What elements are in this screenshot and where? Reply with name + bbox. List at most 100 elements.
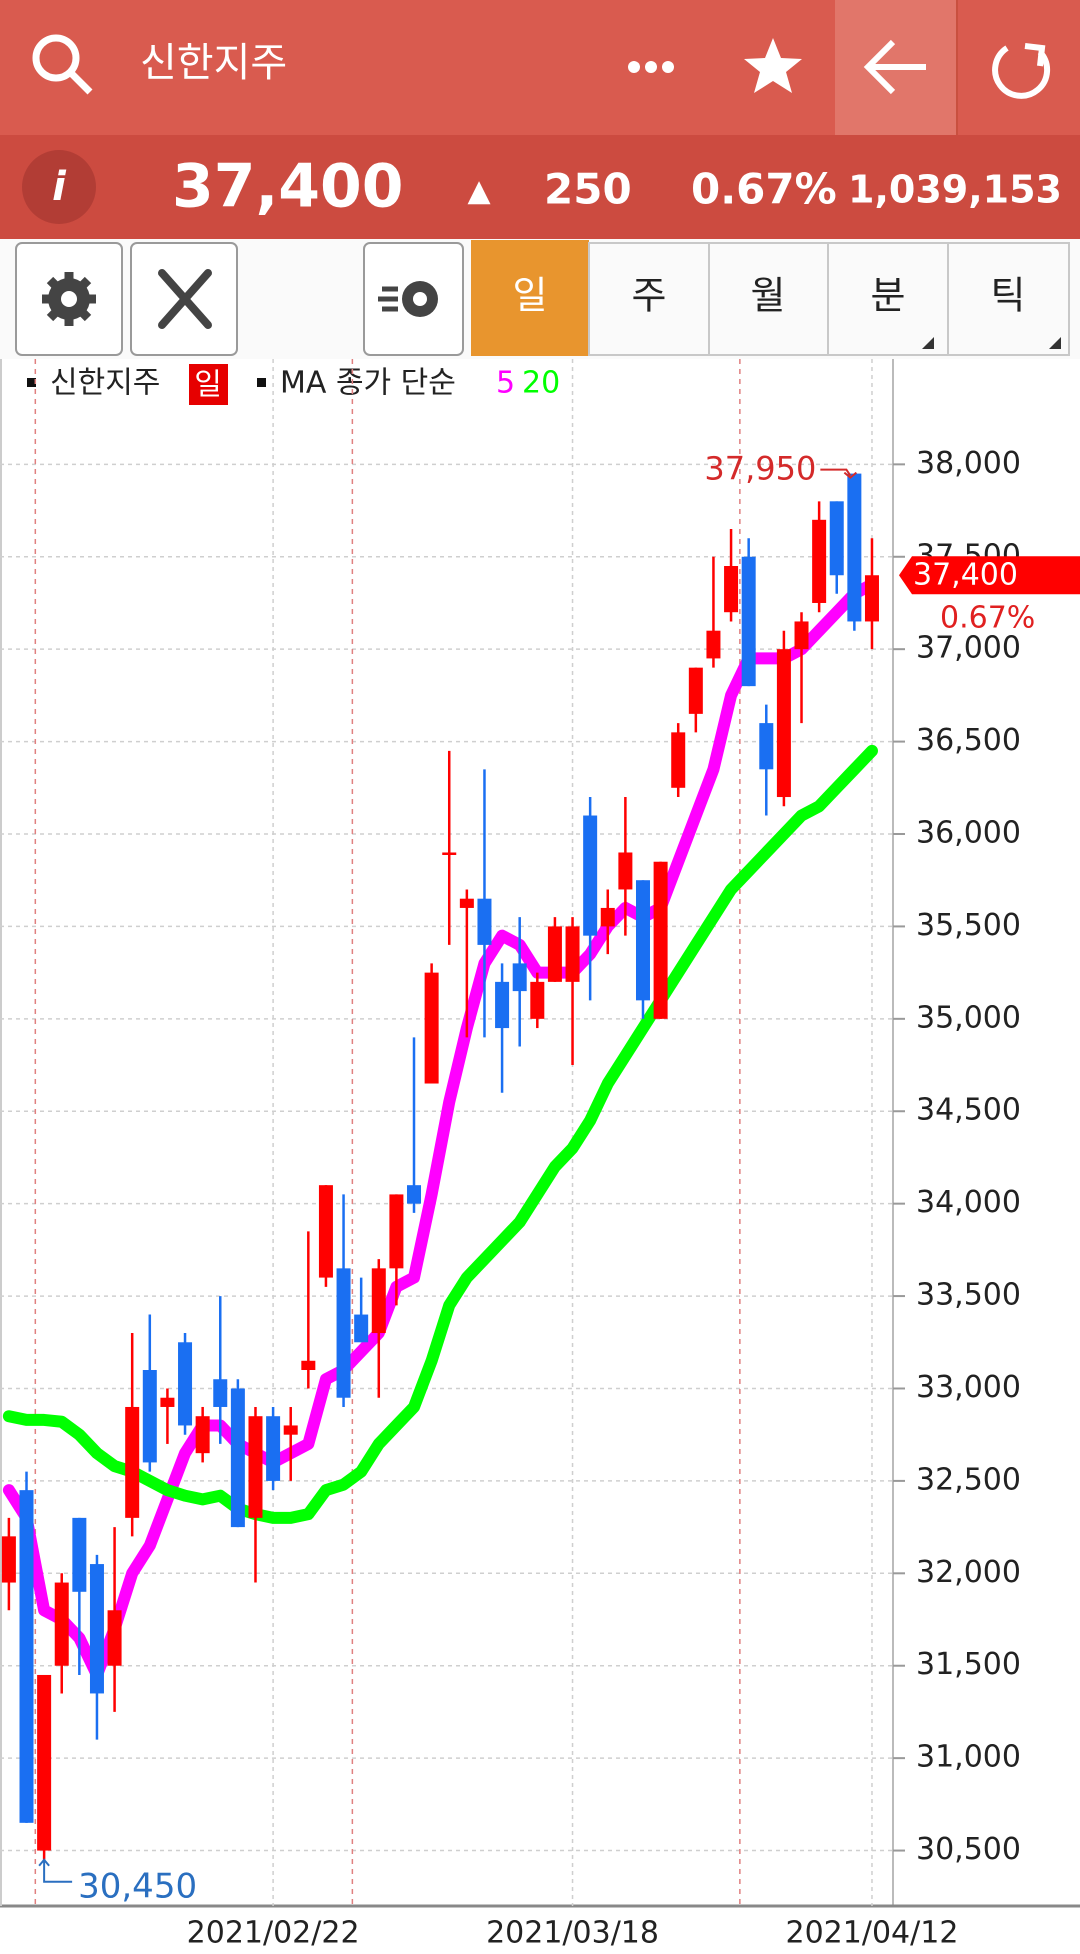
candle-body — [442, 852, 457, 855]
candle-body — [635, 880, 650, 1001]
legend-ma20: 20 — [522, 366, 560, 401]
candle-body — [72, 1517, 87, 1592]
candle-body — [530, 981, 545, 1019]
y-tick-label: 30,500 — [916, 1832, 1021, 1867]
tab[interactable]: 분 — [871, 274, 906, 318]
y-tick-label: 33,000 — [916, 1370, 1021, 1405]
candle-body — [266, 1416, 281, 1481]
legend-marker — [257, 378, 266, 387]
candle-body — [1, 1536, 16, 1583]
candle-body — [89, 1564, 104, 1694]
candle-body — [759, 723, 774, 770]
legend-ma5: 5 — [496, 366, 515, 401]
tab[interactable]: 일 — [513, 274, 548, 318]
volume: 1,039,153 — [848, 168, 1062, 212]
candle-body — [741, 556, 756, 687]
candle-body — [565, 926, 580, 982]
y-tick-label: 35,500 — [916, 908, 1021, 943]
back-icon[interactable] — [863, 39, 926, 95]
y-tick-label: 32,500 — [916, 1462, 1021, 1497]
y-tick-label: 36,500 — [916, 723, 1021, 758]
price-bar — [0, 135, 1080, 239]
candle-body — [776, 649, 791, 798]
candle-body — [318, 1185, 333, 1278]
candle-body — [653, 861, 668, 1019]
candle-body — [178, 1342, 193, 1426]
candle-body — [477, 898, 492, 945]
tab[interactable]: 주 — [632, 274, 667, 318]
y-tick-label: 38,000 — [916, 446, 1021, 481]
candle-body — [829, 501, 844, 576]
more-icon[interactable] — [628, 61, 674, 73]
candle-body — [547, 926, 562, 982]
candle-body — [407, 1185, 422, 1204]
x-tick-label: 2021/02/22 — [187, 1916, 360, 1951]
legend-marker — [27, 378, 36, 387]
favorite-icon[interactable] — [744, 38, 802, 93]
info-button[interactable] — [22, 150, 96, 224]
y-tick-label: 33,500 — [916, 1278, 1021, 1313]
price-tag-change: 0.67% — [940, 601, 1035, 636]
legend-period: 일 — [194, 368, 222, 403]
candle-body — [864, 575, 879, 622]
change-arrow: ▲ — [467, 174, 490, 209]
legend-stock: 신한지주 — [50, 366, 160, 401]
ma-line — [2, 578, 878, 1681]
candle-body — [618, 852, 633, 890]
y-tick-label: 34,000 — [916, 1185, 1021, 1220]
low-label: 30,450 — [78, 1866, 197, 1906]
price-tag-label: 37,400 — [913, 558, 1018, 593]
high-pointer — [820, 468, 857, 479]
candle-body — [812, 519, 827, 603]
candle-body — [583, 815, 598, 936]
price-tag — [899, 556, 1080, 595]
candle-body — [688, 667, 703, 714]
candle-body — [248, 1416, 263, 1518]
candle-body — [389, 1194, 404, 1269]
candle-body — [724, 566, 739, 613]
candle-body — [195, 1416, 210, 1454]
y-tick-label: 32,000 — [916, 1555, 1021, 1590]
chart: 30,500 31,000 31,500 32,000 32,500 33,000 33,5… — [0, 359, 1080, 1951]
y-tick-label: 35,000 — [916, 1000, 1021, 1035]
tab-borders — [588, 242, 1070, 356]
low-pointer — [38, 1858, 73, 1883]
candle-body — [512, 963, 527, 992]
tab[interactable]: 월 — [751, 274, 786, 318]
y-tick-label: 34,500 — [916, 1093, 1021, 1128]
ma-line — [2, 744, 878, 1524]
tab[interactable]: 틱 — [991, 274, 1026, 318]
y-tick-label: 31,000 — [916, 1740, 1021, 1775]
candle-body — [671, 732, 686, 788]
high-label: 37,950 — [704, 450, 816, 488]
legend-period-bg — [189, 364, 228, 405]
x-tick-label: 2021/04/12 — [786, 1916, 959, 1951]
candle-body — [125, 1406, 140, 1518]
candle-body — [459, 898, 474, 908]
candle-body — [160, 1397, 175, 1407]
indicator-icon — [378, 281, 438, 317]
candle-body — [600, 907, 615, 927]
stock-title: 신한지주 — [140, 40, 287, 86]
candle-body — [37, 1674, 52, 1851]
legend-ma: MA 종가 단순 — [280, 366, 456, 401]
info-icon: i — [52, 164, 67, 210]
change-pct: 0.67% — [691, 165, 837, 214]
candle-body — [794, 621, 809, 650]
gear-icon — [42, 272, 96, 326]
candle-body — [230, 1388, 245, 1528]
candle-body — [354, 1314, 369, 1343]
candle-body — [19, 1490, 34, 1823]
y-tick-label: 36,000 — [916, 816, 1021, 851]
candle-body — [706, 630, 721, 659]
candle-body — [54, 1582, 69, 1666]
candle-body — [213, 1379, 228, 1407]
search-icon[interactable] — [32, 34, 93, 95]
tab-active[interactable] — [471, 240, 589, 356]
y-tick-label: 31,500 — [916, 1647, 1021, 1682]
change: 250 — [544, 165, 632, 214]
candle-body — [371, 1268, 386, 1334]
refresh-icon[interactable] — [992, 43, 1051, 99]
